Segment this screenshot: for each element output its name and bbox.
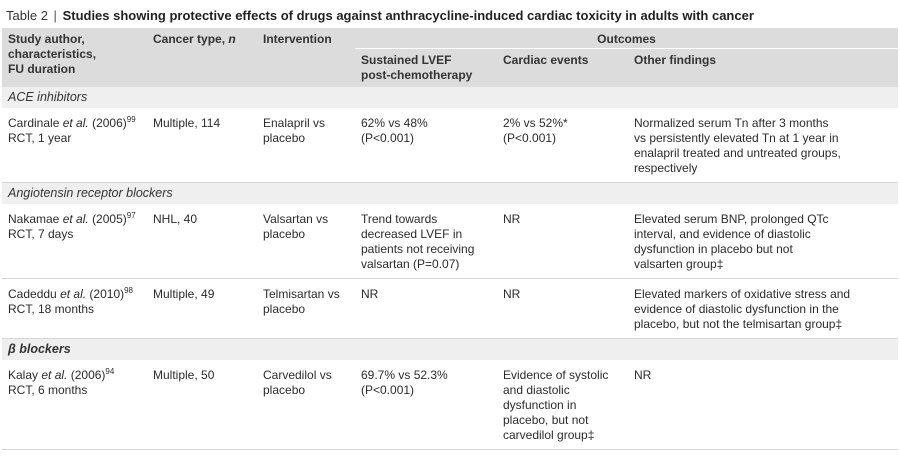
section-row: Angiotensin receptor blockers: [2, 182, 898, 204]
header-intervention: Intervention: [257, 28, 355, 87]
study-cell: Nakamae et al. (2005)97 RCT, 7 days: [2, 204, 147, 279]
other-findings-cell: Normalized serum Tn after 3 months vs pe…: [628, 108, 898, 183]
table-row: Nakamae et al. (2005)97 RCT, 7 days NHL,…: [2, 204, 898, 279]
header-cancer-type: Cancer type, n: [147, 28, 257, 87]
studies-table: Study author, characteristics, FU durati…: [2, 28, 898, 450]
header-lvef: Sustained LVEF post-chemotherapy: [355, 48, 497, 87]
intervention-cell: Enalapril vs placebo: [257, 108, 355, 183]
study-cell: Cadeddu et al. (2010)98 RCT, 18 months: [2, 278, 147, 339]
other-findings-cell: Elevated markers of oxidative stress and…: [628, 278, 898, 339]
section-label: β blockers: [2, 338, 898, 360]
intervention-cell: Valsartan vs placebo: [257, 204, 355, 279]
header-other-findings: Other findings: [628, 48, 898, 87]
table-caption: Table 2 | Studies showing protective eff…: [6, 4, 894, 28]
cardiac-events-cell: NR: [497, 278, 628, 339]
table-row: Cadeddu et al. (2010)98 RCT, 18 months M…: [2, 278, 898, 339]
lvef-cell: NR: [355, 278, 497, 339]
cancer-cell: NHL, 40: [147, 204, 257, 279]
cardiac-events-cell: Evidence of systolic and diastolic dysfu…: [497, 360, 628, 450]
cancer-cell: Multiple, 49: [147, 278, 257, 339]
cardiac-events-cell: NR: [497, 204, 628, 279]
table-row: Kalay et al. (2006)94 RCT, 6 months Mult…: [2, 360, 898, 450]
cancer-cell: Multiple, 50: [147, 360, 257, 450]
study-cell: Cardinale et al. (2006)99 RCT, 1 year: [2, 108, 147, 183]
cardiac-events-cell: 2% vs 52%* (P<0.001): [497, 108, 628, 183]
section-label: Angiotensin receptor blockers: [2, 182, 898, 204]
caption-separator: |: [53, 8, 57, 23]
cancer-cell: Multiple, 114: [147, 108, 257, 183]
intervention-cell: Telmisartan vs placebo: [257, 278, 355, 339]
lvef-cell: Trend towards decreased LVEF in patients…: [355, 204, 497, 279]
table-number: Table 2: [6, 8, 48, 23]
lvef-cell: 62% vs 48% (P<0.001): [355, 108, 497, 183]
section-row: ACE inhibitors: [2, 87, 898, 108]
other-findings-cell: Elevated serum BNP, prolonged QTc interv…: [628, 204, 898, 279]
header-cardiac-events: Cardiac events: [497, 48, 628, 87]
section-label: ACE inhibitors: [2, 87, 898, 108]
lvef-cell: 69.7% vs 52.3% (P<0.001): [355, 360, 497, 450]
section-row: β blockers: [2, 338, 898, 360]
header-study: Study author, characteristics, FU durati…: [2, 28, 147, 87]
table-row: Cardinale et al. (2006)99 RCT, 1 year Mu…: [2, 108, 898, 183]
study-cell: Kalay et al. (2006)94 RCT, 6 months: [2, 360, 147, 450]
other-findings-cell: NR: [628, 360, 898, 450]
intervention-cell: Carvedilol vs placebo: [257, 360, 355, 450]
table-title: Studies showing protective effects of dr…: [62, 8, 754, 23]
header-outcomes: Outcomes: [355, 28, 898, 49]
